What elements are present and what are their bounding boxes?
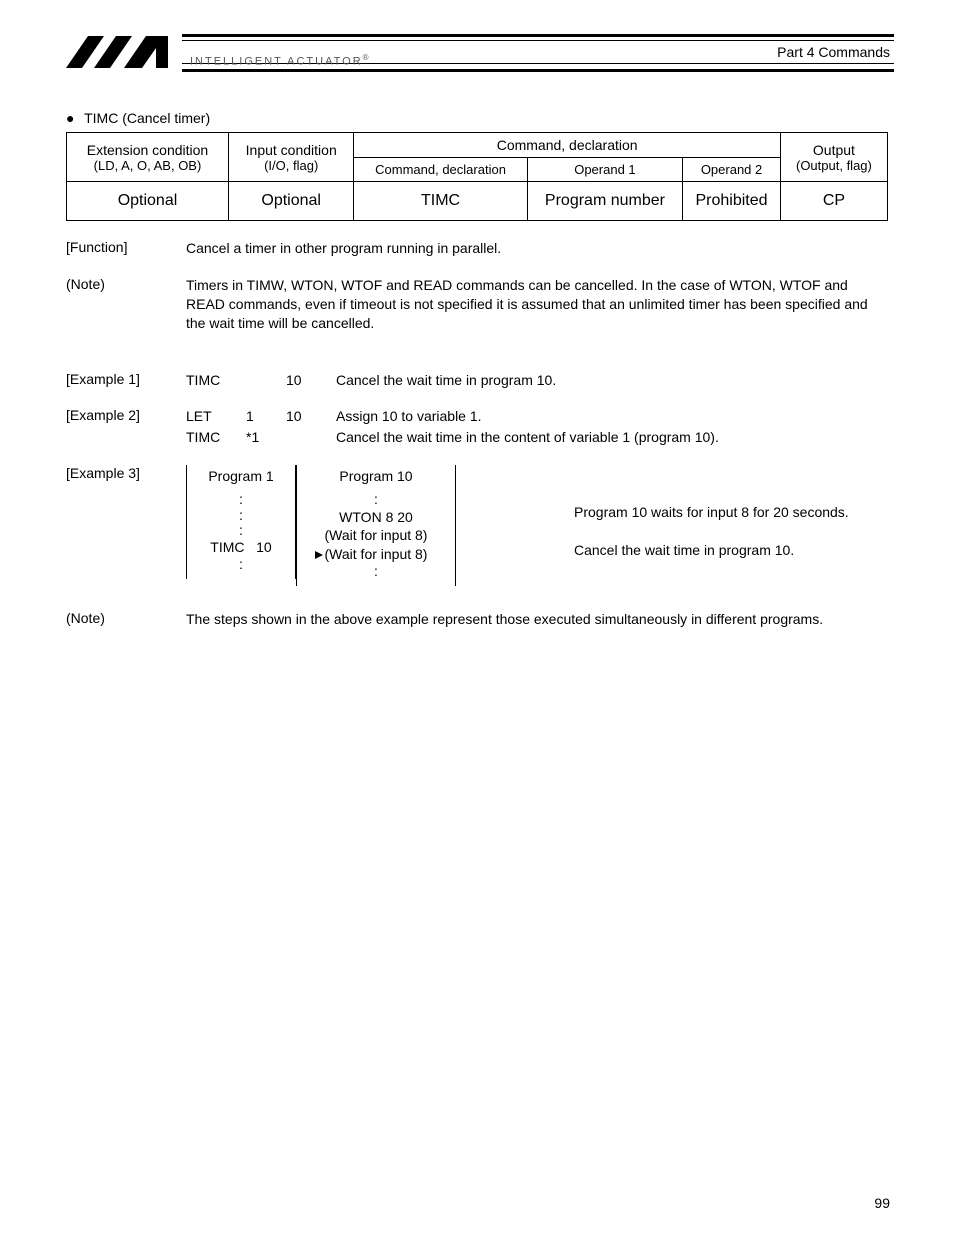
program10-title: Program 10 xyxy=(303,467,449,486)
ex1-label: [Example 1] xyxy=(66,371,176,390)
ex1-arg: 10 xyxy=(286,371,336,390)
ex1-cmd: TIMC xyxy=(186,371,246,390)
program10-wait1: (Wait for input 8) xyxy=(303,526,449,545)
th-in-cond: Input condition (I/O, flag) xyxy=(228,133,353,182)
td-out: CP xyxy=(780,182,887,221)
header-rule-lines: Part 4 Commands xyxy=(182,28,894,76)
ex3-body: Program 1 : : : TIMC 10 : Program 10 : W… xyxy=(186,465,888,585)
part-label: Part 4 Commands xyxy=(777,44,890,60)
command-table: Extension condition (LD, A, O, AB, OB) I… xyxy=(66,132,888,221)
page-number: 99 xyxy=(874,1195,890,1211)
ex2-r2-cmd: TIMC xyxy=(186,428,246,447)
brand-logo xyxy=(60,28,170,76)
th-ext-cond: Extension condition (LD, A, O, AB, OB) xyxy=(67,133,229,182)
ex1-blank xyxy=(246,371,286,390)
section-title: ● TIMC (Cancel timer) xyxy=(66,110,888,126)
program10-wait2: (Wait for input 8) xyxy=(325,545,428,564)
td-in: Optional xyxy=(228,182,353,221)
bullet-icon: ● xyxy=(66,110,74,126)
th-command: Command, declaration xyxy=(354,158,527,182)
note2-text: The steps shown in the above example rep… xyxy=(186,610,888,629)
td-op2: Prohibited xyxy=(683,182,781,221)
ex2-r1-a2: 10 xyxy=(286,407,336,426)
program1-title: Program 1 xyxy=(193,467,289,486)
td-ext: Optional xyxy=(67,182,229,221)
function-label: [Function] xyxy=(66,239,176,258)
ex1-body: TIMC 10 Cancel the wait time in program … xyxy=(186,371,888,390)
ex2-r1-cmd: LET xyxy=(186,407,246,426)
ex2-r2-d: Cancel the wait time in the content of v… xyxy=(336,428,888,447)
program1-col: Program 1 : : : TIMC 10 : xyxy=(186,465,296,578)
ex3-desc-wait: Program 10 waits for input 8 for 20 seco… xyxy=(574,503,888,522)
section-title-text: TIMC (Cancel timer) xyxy=(84,110,210,126)
page-header: Part 4 Commands INTELLIGENT ACTUATOR® xyxy=(60,28,894,76)
arrow-icon xyxy=(315,551,323,559)
program1-timc: TIMC 10 xyxy=(193,538,289,557)
program10-wton: WTON 8 20 xyxy=(303,508,449,527)
th-output: Output (Output, flag) xyxy=(780,133,887,182)
td-op1: Program number xyxy=(527,182,683,221)
ex2-body: LET 1 10 Assign 10 to variable 1. TIMC *… xyxy=(186,407,888,447)
ex3-descriptions: Program 10 waits for input 8 for 20 seco… xyxy=(566,465,888,559)
ex2-r1-d: Assign 10 to variable 1. xyxy=(336,407,888,426)
ex2-r2-a1: *1 xyxy=(246,428,286,447)
note1-text: Timers in TIMW, WTON, WTOF and READ comm… xyxy=(186,276,888,333)
note1-label: (Note) xyxy=(66,276,176,333)
th-cmd-decl: Command, declaration xyxy=(354,133,780,158)
th-op2: Operand 2 xyxy=(683,158,781,182)
function-text: Cancel a timer in other program running … xyxy=(186,239,888,258)
td-cmd: TIMC xyxy=(354,182,527,221)
ex2-r2-a2 xyxy=(286,428,336,447)
ex3-label: [Example 3] xyxy=(66,465,176,585)
program10-col: Program 10 : WTON 8 20 (Wait for input 8… xyxy=(296,465,456,585)
ex1-desc: Cancel the wait time in program 10. xyxy=(336,371,888,390)
th-op1: Operand 1 xyxy=(527,158,683,182)
note2-label: (Note) xyxy=(66,610,176,629)
ex2-r1-a1: 1 xyxy=(246,407,286,426)
ex3-desc-cancel: Cancel the wait time in program 10. xyxy=(574,541,888,560)
ex2-label: [Example 2] xyxy=(66,407,176,447)
brand-text: INTELLIGENT ACTUATOR® xyxy=(190,53,371,68)
